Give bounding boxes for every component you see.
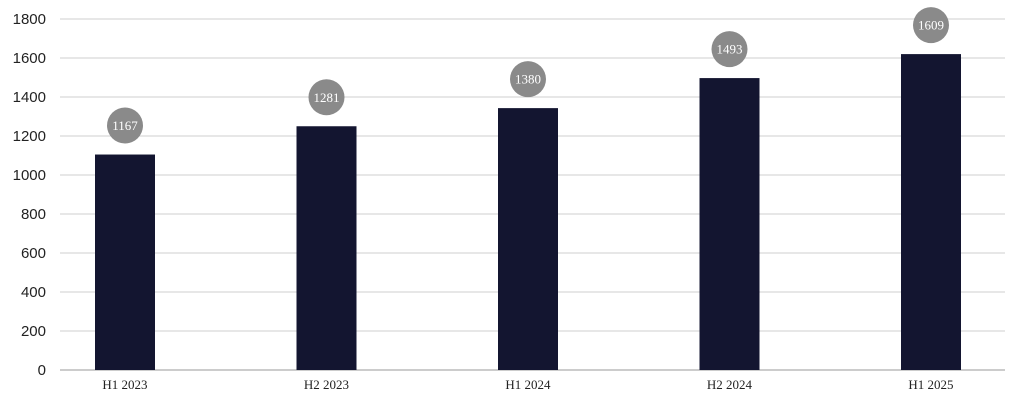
y-tick-label: 1000 [13, 167, 46, 184]
y-tick-label: 1200 [13, 128, 46, 145]
x-tick-label: H1 2025 [908, 377, 953, 392]
data-label-bubble [711, 31, 748, 68]
data-label: 1609 [918, 18, 944, 33]
y-tick-label: 200 [21, 323, 46, 340]
y-tick-label: 0 [38, 362, 46, 379]
bar [901, 54, 961, 370]
data-label: 1281 [314, 90, 340, 105]
data-label-bubble [913, 7, 949, 44]
data-label-bubble [308, 79, 345, 116]
bar [95, 154, 155, 370]
x-tick-label: H2 2024 [707, 377, 753, 392]
bars [95, 54, 961, 371]
data-label-bubble [107, 107, 143, 144]
x-tick-label: H2 2023 [304, 377, 349, 392]
data-label: 1167 [112, 118, 138, 133]
y-tick-label: 1600 [13, 50, 46, 67]
data-label-bubble [510, 61, 546, 98]
bar [498, 108, 558, 371]
y-tick-label: 1400 [13, 89, 46, 106]
bar [296, 126, 357, 370]
x-axis-ticks: H1 2023 H2 2023 H1 2024 H2 2024 H1 2025 [102, 377, 953, 392]
y-tick-label: 600 [21, 245, 46, 262]
x-tick-label: H1 2023 [102, 377, 147, 392]
y-axis-ticks: 0 200 400 600 800 1000 1200 1400 1600 1800 [13, 11, 46, 379]
x-tick-label: H1 2024 [505, 377, 551, 392]
y-tick-label: 800 [21, 206, 46, 223]
bar [699, 78, 760, 371]
data-label: 1493 [717, 42, 743, 57]
y-tick-label: 1800 [13, 11, 46, 28]
y-tick-label: 400 [21, 284, 46, 301]
data-label: 1380 [515, 72, 541, 87]
data-labels: 1167 1281 1380 1493 1609 [107, 7, 949, 144]
